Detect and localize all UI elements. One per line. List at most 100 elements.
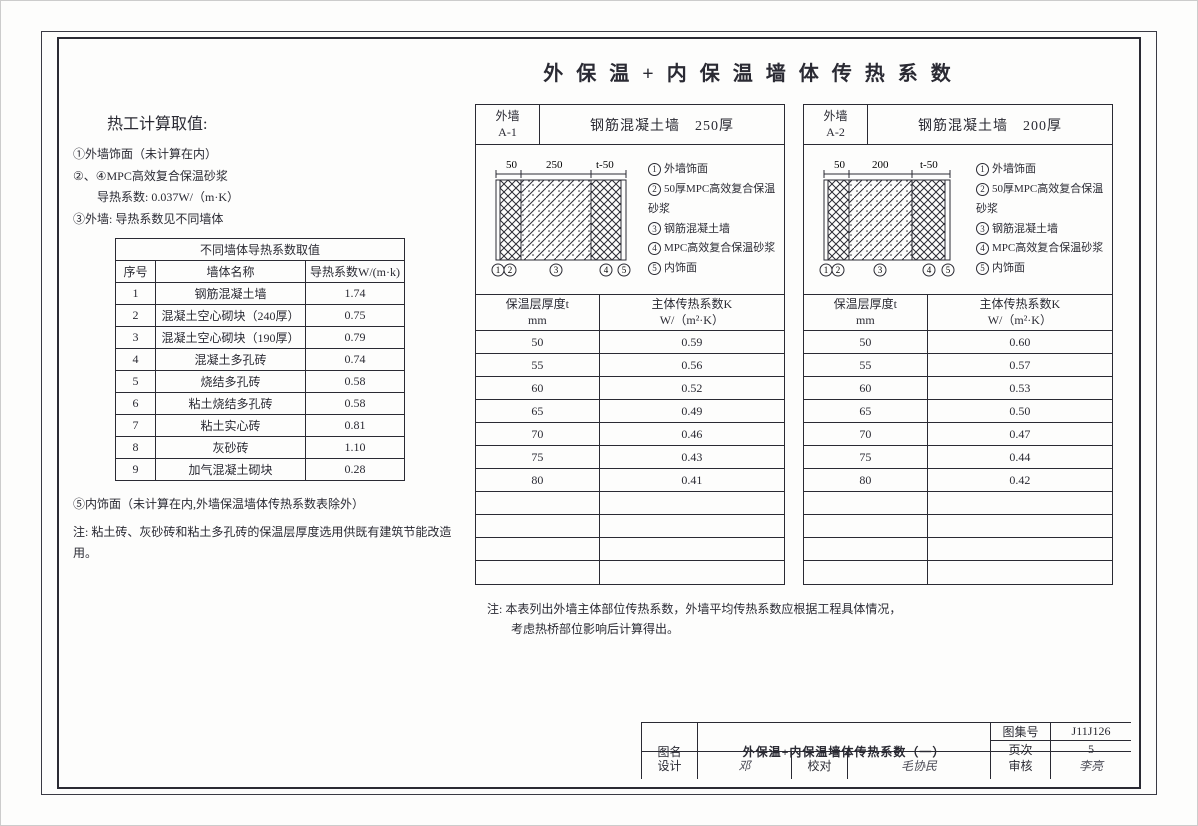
wall-a2-table: 保温层厚度tmm 主体传热系数KW/（m²·K） 500.60550.57600… [804,295,1112,584]
note-5: ⑤内饰面（未计算在内,外墙保温墙体传热系数表除外） [73,495,457,512]
mat-row: 7粘土实心砖0.81 [116,415,405,437]
wall-a2-title: 钢筋混凝土墙 200厚 [868,105,1112,144]
k-row: 600.53 [804,377,1112,400]
mat-cell: 粘土烧结多孔砖 [156,393,306,415]
k-cell: 0.43 [599,446,784,469]
mat-cell: 5 [116,371,156,393]
k-cell: 70 [476,423,599,446]
wall-a2-id-top: 外墙 [823,109,847,125]
mat-cell: 混凝土空心砌块（240厚） [156,305,306,327]
k-cell [804,492,927,515]
mat-cell: 钢筋混凝土墙 [156,283,306,305]
k-cell: 0.42 [927,469,1112,492]
mat-row: 6粘土烧结多孔砖0.58 [116,393,405,415]
mat-cell: 9 [116,459,156,481]
mat-cell: 0.81 [306,415,405,437]
mat-row: 3混凝土空心砌块（190厚）0.79 [116,327,405,349]
wall-a1-section: 50 250 t-50 [476,145,784,295]
k-row: 650.50 [804,400,1112,423]
k-cell: 0.56 [599,354,784,377]
wall-a2-section: 50 200 t-50 [804,145,1112,295]
k-row [804,561,1112,584]
mat-cell: 混凝土多孔砖 [156,349,306,371]
a2-leg-4: MPC高效复合保温砂浆 [992,242,1103,254]
k-cell [927,561,1112,584]
a2-leg-5: 内饰面 [992,262,1025,274]
mat-row: 9加气混凝土砌块0.28 [116,459,405,481]
tb-tujihao-label: 图集号 [991,723,1051,740]
wall-a1-section-svg: 50 250 t-50 [476,150,646,290]
k-row: 500.59 [476,331,784,354]
mat-cell: 0.79 [306,327,405,349]
calc-heading: 热工计算取值: [107,110,457,134]
k-cell [599,561,784,584]
k-cell: 0.52 [599,377,784,400]
k-row: 750.44 [804,446,1112,469]
k-row: 550.56 [476,354,784,377]
mat-cell: 烧结多孔砖 [156,371,306,393]
k-row: 550.57 [804,354,1112,377]
drawing-sheet: 外 保 温 + 内 保 温 墙 体 传 热 系 数 热工计算取值: ①外墙饰面（… [0,0,1198,826]
k-cell: 80 [476,469,599,492]
columns: 热工计算取值: ①外墙饰面（未计算在内） ②、④MPC高效复合保温砂浆 导热系数… [67,104,1131,585]
mat-cell: 0.74 [306,349,405,371]
a2-th-1: 保温层厚度tmm [804,295,927,331]
tb-tujihao: J11J126 [1051,723,1131,740]
bottom-note: 注: 本表列出外墙主体部位传热系数，外墙平均传热系数应根据工程具体情况， 考虑热… [487,599,1131,640]
k-cell [927,538,1112,561]
mat-col-1: 序号 [116,261,156,283]
wall-a1-id-bot: A-1 [498,125,517,141]
a2-leg-3: 钢筋混凝土墙 [992,223,1058,235]
k-cell: 75 [476,446,599,469]
mat-cell: 0.75 [306,305,405,327]
material-table: 不同墙体导热系数取值 序号 墙体名称 导热系数W/(m·k) 1钢筋混凝土墙1.… [115,238,405,481]
svg-text:5: 5 [622,265,627,275]
k-row [804,538,1112,561]
k-row [804,515,1112,538]
a1-th-2: 主体传热系数KW/（m²·K） [599,295,784,331]
svg-text:4: 4 [604,265,609,275]
k-row: 500.60 [804,331,1112,354]
a1-leg-4: MPC高效复合保温砂浆 [664,242,775,254]
k-cell [927,492,1112,515]
wall-a2-section-svg: 50 200 t-50 [804,150,974,290]
mat-cell: 4 [116,349,156,371]
calc-notes: ①外墙饰面（未计算在内） ②、④MPC高效复合保温砂浆 导热系数: 0.037W… [73,144,457,230]
a1-leg-5: 内饰面 [664,262,697,274]
wall-a1-legend: 1外墙饰面 250厚MPC高效复合保温砂浆 3钢筋混凝土墙 4MPC高效复合保温… [646,156,784,283]
calc-note-1: ①外墙饰面（未计算在内） [73,144,457,166]
k-cell [476,561,599,584]
mat-cell: 粘土实心砖 [156,415,306,437]
k-cell [599,492,784,515]
tb-jiaodui-label: 校对 [792,752,848,779]
wall-a1-id-top: 外墙 [495,109,519,125]
mat-row: 5烧结多孔砖0.58 [116,371,405,393]
left-column: 热工计算取值: ①外墙饰面（未计算在内） ②、④MPC高效复合保温砂浆 导热系数… [67,104,457,585]
a2-leg-1: 外墙饰面 [992,163,1036,175]
wall-a2-legend: 1外墙饰面 250厚MPC高效复合保温砂浆 3钢筋混凝土墙 4MPC高效复合保温… [974,156,1112,283]
svg-text:2: 2 [508,265,513,275]
mat-row: 8灰砂砖1.10 [116,437,405,459]
mat-cell: 6 [116,393,156,415]
k-cell: 0.50 [927,400,1112,423]
bottom-note-1: 注: 本表列出外墙主体部位传热系数，外墙平均传热系数应根据工程具体情况， [487,599,1131,619]
k-cell [804,561,927,584]
k-cell: 60 [804,377,927,400]
mat-cell: 1.74 [306,283,405,305]
k-row [476,561,784,584]
k-cell: 50 [804,331,927,354]
mat-row: 1钢筋混凝土墙1.74 [116,283,405,305]
mat-cell: 0.58 [306,371,405,393]
mat-cell: 3 [116,327,156,349]
wall-a2-head: 外墙 A-2 钢筋混凝土墙 200厚 [804,105,1112,145]
svg-text:5: 5 [946,265,951,275]
k-cell [476,515,599,538]
k-row [476,515,784,538]
mat-col-3: 导热系数W/(m·k) [306,261,405,283]
mat-cell: 1.10 [306,437,405,459]
k-cell: 55 [476,354,599,377]
k-cell: 0.57 [927,354,1112,377]
wall-a1-table: 保温层厚度tmm 主体传热系数KW/（m²·K） 500.59550.56600… [476,295,784,584]
k-cell: 60 [476,377,599,400]
svg-text:3: 3 [554,265,559,275]
